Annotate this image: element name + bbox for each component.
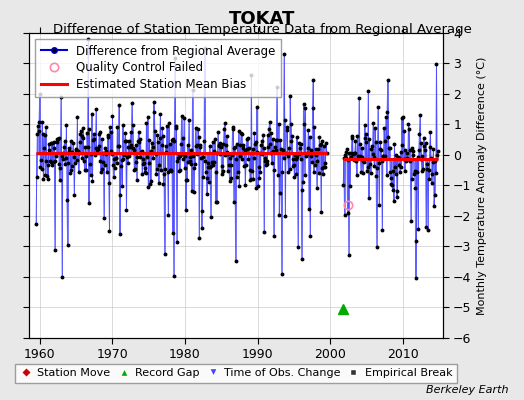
Text: Difference of Station Temperature Data from Regional Average: Difference of Station Temperature Data f… bbox=[52, 23, 472, 36]
Legend: Station Move, Record Gap, Time of Obs. Change, Empirical Break: Station Move, Record Gap, Time of Obs. C… bbox=[15, 364, 457, 383]
Text: TOKAT: TOKAT bbox=[229, 10, 295, 28]
Y-axis label: Monthly Temperature Anomaly Difference (°C): Monthly Temperature Anomaly Difference (… bbox=[477, 56, 487, 314]
Text: Berkeley Earth: Berkeley Earth bbox=[426, 385, 508, 395]
